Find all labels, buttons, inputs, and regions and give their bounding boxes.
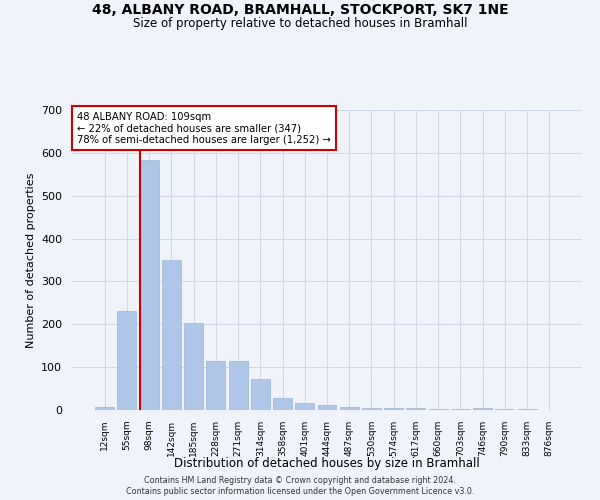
Bar xyxy=(206,361,225,410)
Bar xyxy=(162,260,181,410)
Text: Contains public sector information licensed under the Open Government Licence v3: Contains public sector information licen… xyxy=(126,487,474,496)
Bar xyxy=(140,160,158,410)
Bar xyxy=(473,408,492,410)
Text: 48 ALBANY ROAD: 109sqm
← 22% of detached houses are smaller (347)
78% of semi-de: 48 ALBANY ROAD: 109sqm ← 22% of detached… xyxy=(77,112,331,144)
Y-axis label: Number of detached properties: Number of detached properties xyxy=(26,172,35,348)
Bar xyxy=(362,408,381,410)
Bar xyxy=(429,408,448,410)
Bar xyxy=(518,409,536,410)
Bar xyxy=(251,379,270,410)
Bar xyxy=(384,408,403,410)
Bar xyxy=(95,407,114,410)
Bar xyxy=(340,407,359,410)
Bar xyxy=(118,310,136,410)
Text: 48, ALBANY ROAD, BRAMHALL, STOCKPORT, SK7 1NE: 48, ALBANY ROAD, BRAMHALL, STOCKPORT, SK… xyxy=(92,2,508,16)
Bar xyxy=(406,408,425,410)
Bar xyxy=(317,406,337,410)
Bar xyxy=(184,323,203,410)
Bar xyxy=(273,398,292,410)
Bar xyxy=(451,408,470,410)
Bar xyxy=(229,361,248,410)
Text: Size of property relative to detached houses in Bramhall: Size of property relative to detached ho… xyxy=(133,18,467,30)
Text: Contains HM Land Registry data © Crown copyright and database right 2024.: Contains HM Land Registry data © Crown c… xyxy=(144,476,456,485)
Bar xyxy=(496,409,514,410)
Text: Distribution of detached houses by size in Bramhall: Distribution of detached houses by size … xyxy=(174,458,480,470)
Bar xyxy=(295,402,314,410)
